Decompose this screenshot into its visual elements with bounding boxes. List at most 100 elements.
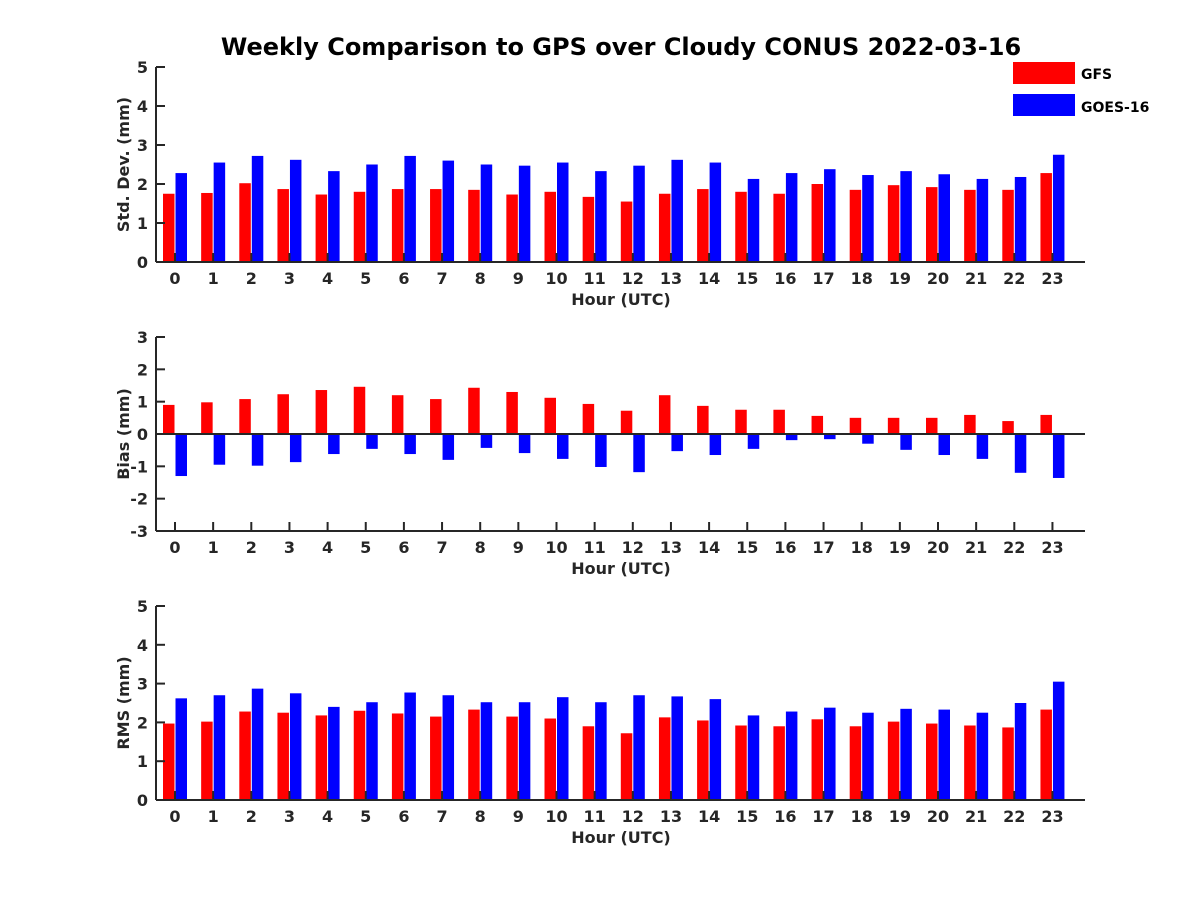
bar-rms-goes16-5 [366, 702, 378, 800]
y-tick-label-std-dev-4: 4 [137, 97, 148, 116]
bar-bias-gfs-2 [239, 399, 251, 434]
x-tick-label-std-dev-20: 20 [927, 269, 949, 288]
bar-bias-gfs-9 [506, 391, 518, 434]
bar-rms-goes16-17 [824, 707, 836, 800]
bar-bias-goes16-9 [518, 434, 531, 454]
bar-rms-gfs-23 [1040, 709, 1052, 800]
x-tick-label-rms-22: 22 [1003, 807, 1025, 826]
bar-std-dev-gfs-8 [468, 189, 480, 262]
bar-rms-goes16-18 [862, 712, 874, 800]
bar-rms-gfs-15 [735, 725, 747, 800]
x-tick-label-bias-2: 2 [246, 538, 257, 557]
bar-bias-gfs-0 [163, 404, 175, 434]
x-tick-label-rms-6: 6 [398, 807, 409, 826]
bar-bias-gfs-21 [964, 414, 976, 434]
bar-bias-gfs-18 [849, 417, 862, 434]
x-tick-label-bias-4: 4 [322, 538, 333, 557]
bar-rms-goes16-22 [1014, 703, 1027, 800]
y-axis-label-rms: RMS (mm) [114, 656, 133, 749]
x-tick-label-std-dev-2: 2 [246, 269, 257, 288]
bar-bias-gfs-12 [620, 410, 633, 434]
bar-rms-gfs-19 [887, 721, 900, 800]
bar-rms-goes16-3 [289, 693, 302, 800]
bar-std-dev-goes16-12 [633, 165, 645, 262]
y-tick-label-bias--2: -2 [130, 490, 148, 509]
x-tick-label-bias-20: 20 [927, 538, 949, 557]
bar-rms-gfs-13 [658, 717, 671, 800]
y-tick-label-std-dev-5: 5 [137, 58, 148, 77]
y-tick-label-rms-4: 4 [137, 636, 148, 655]
bar-std-dev-gfs-6 [391, 189, 404, 262]
y-tick-label-bias-1: 1 [137, 393, 148, 412]
chart-title: Weekly Comparison to GPS over Cloudy CON… [221, 33, 1021, 61]
x-tick-label-bias-1: 1 [208, 538, 219, 557]
bar-std-dev-gfs-3 [277, 189, 289, 262]
bar-std-dev-gfs-2 [239, 183, 251, 262]
legend-label-goes16: GOES-16 [1081, 100, 1149, 116]
x-tick-label-std-dev-4: 4 [322, 269, 333, 288]
bar-std-dev-goes16-21 [976, 178, 989, 262]
bar-std-dev-goes16-8 [480, 164, 493, 262]
bar-rms-gfs-2 [239, 711, 251, 800]
x-tick-label-rms-18: 18 [851, 807, 873, 826]
x-tick-label-bias-7: 7 [436, 538, 447, 557]
x-tick-label-bias-22: 22 [1003, 538, 1025, 557]
bar-std-dev-gfs-11 [582, 196, 595, 262]
x-tick-label-rms-2: 2 [246, 807, 257, 826]
x-tick-label-std-dev-5: 5 [360, 269, 371, 288]
bar-std-dev-goes16-16 [785, 173, 798, 262]
bar-bias-goes16-4 [328, 434, 340, 455]
legend: GFS GOES-16 [1013, 62, 1149, 116]
bar-bias-gfs-15 [735, 409, 747, 434]
bar-rms-goes16-23 [1052, 681, 1065, 800]
bar-std-dev-goes16-13 [671, 159, 683, 262]
x-tick-label-std-dev-10: 10 [545, 269, 567, 288]
bar-rms-goes16-8 [480, 702, 493, 800]
x-tick-label-bias-3: 3 [284, 538, 295, 557]
x-tick-label-bias-12: 12 [622, 538, 644, 557]
bar-std-dev-gfs-10 [544, 191, 556, 262]
bar-rms-goes16-10 [557, 697, 569, 800]
bar-rms-gfs-14 [697, 720, 709, 800]
x-tick-label-std-dev-3: 3 [284, 269, 295, 288]
bar-bias-goes16-7 [442, 434, 455, 460]
x-tick-label-std-dev-15: 15 [736, 269, 758, 288]
bar-bias-gfs-19 [887, 417, 900, 434]
y-tick-label-rms-1: 1 [137, 752, 148, 771]
bar-bias-gfs-4 [315, 390, 328, 434]
bar-std-dev-goes16-10 [557, 162, 569, 262]
x-tick-label-std-dev-7: 7 [436, 269, 447, 288]
bar-std-dev-goes16-18 [862, 175, 874, 262]
y-tick-label-rms-5: 5 [137, 597, 148, 616]
bar-std-dev-gfs-17 [811, 184, 824, 262]
y-tick-label-std-dev-0: 0 [137, 253, 148, 272]
bar-rms-goes16-19 [900, 708, 912, 800]
bar-rms-goes16-9 [518, 702, 531, 800]
y-tick-label-bias-3: 3 [137, 328, 148, 347]
x-tick-label-bias-10: 10 [545, 538, 567, 557]
x-tick-label-bias-8: 8 [475, 538, 486, 557]
x-tick-label-bias-13: 13 [660, 538, 682, 557]
x-tick-label-std-dev-0: 0 [169, 269, 180, 288]
bar-bias-goes16-1 [213, 434, 226, 465]
x-tick-label-bias-11: 11 [584, 538, 606, 557]
bar-rms-goes16-15 [747, 715, 760, 800]
x-tick-label-std-dev-23: 23 [1041, 269, 1063, 288]
bar-bias-gfs-16 [773, 409, 785, 434]
x-tick-label-rms-10: 10 [545, 807, 567, 826]
x-tick-label-rms-23: 23 [1041, 807, 1063, 826]
bar-std-dev-gfs-22 [1002, 189, 1014, 262]
bar-std-dev-gfs-1 [201, 192, 213, 262]
bar-std-dev-goes16-22 [1014, 176, 1027, 262]
x-axis-label-std-dev: Hour (UTC) [571, 290, 671, 309]
bar-std-dev-goes16-23 [1052, 154, 1065, 262]
x-tick-label-std-dev-18: 18 [851, 269, 873, 288]
x-tick-label-bias-14: 14 [698, 538, 720, 557]
bar-rms-goes16-0 [175, 698, 187, 800]
x-tick-label-bias-5: 5 [360, 538, 371, 557]
bar-std-dev-goes16-0 [175, 173, 187, 262]
x-tick-label-rms-1: 1 [208, 807, 219, 826]
bar-rms-gfs-22 [1002, 727, 1014, 800]
